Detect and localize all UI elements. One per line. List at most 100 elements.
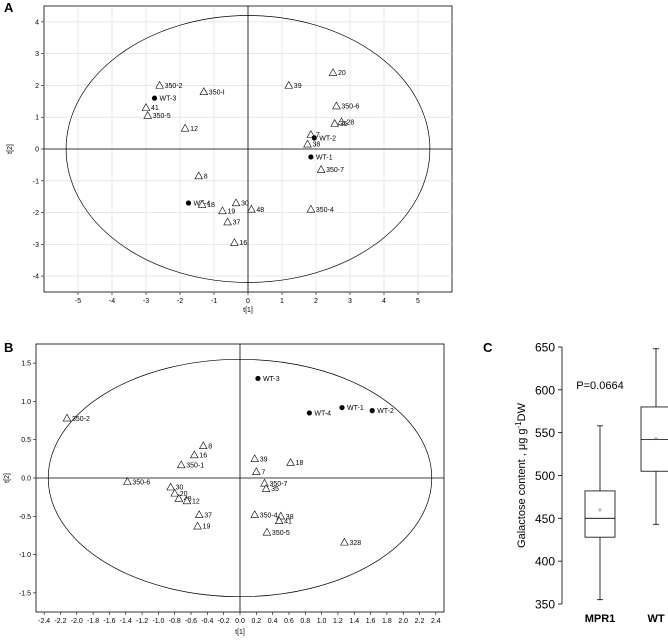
mutant-sample-triangle xyxy=(123,477,132,485)
point-label: WT-3 xyxy=(160,96,177,103)
point-label: 28 xyxy=(347,119,355,126)
point-label: 20 xyxy=(180,491,188,498)
y-tick-label: 4 xyxy=(35,19,39,26)
point-label: 19 xyxy=(228,208,236,215)
y-tick-label: 2 xyxy=(35,83,39,90)
point-label: 39 xyxy=(294,83,302,90)
mutant-sample-triangle xyxy=(176,460,186,469)
x-tick-label: 2.2 xyxy=(415,618,425,625)
mutant-sample-triangle xyxy=(247,204,256,213)
point-label: 39 xyxy=(260,456,268,463)
mutant-sample-triangle xyxy=(170,488,180,497)
mutant-sample-triangle xyxy=(303,139,312,148)
y-tick-label: -1 xyxy=(33,178,39,185)
x-tick-label: 4 xyxy=(382,298,386,305)
mutant-sample-triangle xyxy=(316,165,326,173)
point-label: 38 xyxy=(286,514,294,521)
wt-sample-dot xyxy=(369,408,375,414)
x-tick-label: 3 xyxy=(348,298,352,305)
mutant-sample-triangle xyxy=(182,496,192,505)
iqr-box xyxy=(584,490,616,538)
point-label: WT-3 xyxy=(263,376,280,383)
y-tick-label: 3 xyxy=(35,51,39,58)
panel-b-letter: B xyxy=(4,340,13,355)
point-label: 18 xyxy=(296,460,304,467)
y-tick-label: -0.5 xyxy=(19,514,31,521)
mutant-sample-triangle xyxy=(218,206,227,215)
x-tick-label: -0.8 xyxy=(169,618,181,625)
mutant-sample-triangle xyxy=(194,171,204,180)
y-tick-label: 550 xyxy=(535,426,555,440)
y-tick-label: -1.5 xyxy=(19,590,31,597)
x-tick-label: -2.2 xyxy=(54,618,66,625)
x-tick-label: 5 xyxy=(416,298,420,305)
x-tick-label: 1 xyxy=(280,298,284,305)
mutant-sample-triangle xyxy=(260,478,269,487)
point-label: 12 xyxy=(190,126,198,133)
x-tick-label: -3 xyxy=(143,298,149,305)
point-label: 350-I xyxy=(209,89,225,96)
x-tick-label: -1.4 xyxy=(120,618,132,625)
point-label: 350-4 xyxy=(316,207,334,214)
mutant-sample-triangle xyxy=(261,484,271,492)
y-tick-label: 0.5 xyxy=(21,437,31,444)
x-tick-label: -4 xyxy=(109,298,115,305)
panel-a-score-plot: -5 -4 -3 -2 -1 0 1 2 3 4 543210-1-2-3-4t[1]t[2]350… xyxy=(7,5,453,314)
x-tick-label: -2.0 xyxy=(71,618,83,625)
x-tick-label: -1.0 xyxy=(152,618,164,625)
x-tick-label: -1 xyxy=(211,298,217,305)
y-tick-label: 600 xyxy=(535,383,555,397)
x-tick-label: -5 xyxy=(75,298,81,305)
wt-sample-dot xyxy=(255,375,261,382)
point-label: 30 xyxy=(241,201,249,208)
mutant-sample-triangle xyxy=(193,521,202,530)
group-label: MPR1 xyxy=(585,613,616,625)
mutant-sample-triangle xyxy=(230,238,239,246)
point-label: 350-7 xyxy=(326,167,344,174)
point-label: WT-2 xyxy=(319,135,336,142)
mutant-sample-triangle xyxy=(274,516,284,524)
y-tick-label: 500 xyxy=(535,469,555,483)
mutant-sample-triangle xyxy=(141,103,151,111)
y-tick-label: 1 xyxy=(35,115,39,122)
point-label: 18 xyxy=(207,202,215,209)
point-label: 350-6 xyxy=(341,104,359,111)
panel-b-score-plot: -2.4 -2.2 -2.0 -1.8 -1.6 -1.4 -1.2 -1.0 -0.8 -0.6… xyxy=(4,343,445,636)
mutant-sample-triangle xyxy=(252,467,261,475)
point-label: 7 xyxy=(261,469,265,476)
point-label: 16 xyxy=(199,453,207,460)
y-tick-label: 400 xyxy=(535,555,555,569)
y-axis-title-superscript: -1 xyxy=(514,421,523,429)
point-label: 350-7 xyxy=(269,481,287,488)
point-label: 12 xyxy=(192,498,200,505)
x-tick-label: 0.4 xyxy=(268,618,278,625)
wt-sample-dot xyxy=(151,95,158,101)
x-tick-label: 1.2 xyxy=(333,618,343,625)
x-tick-label: 1.0 xyxy=(317,618,327,625)
mean-marker: + xyxy=(654,434,659,443)
mutant-sample-triangle xyxy=(332,101,341,110)
mutant-sample-triangle xyxy=(155,80,164,89)
x-tick-label: -0.2 xyxy=(218,618,230,625)
point-label: 350-2 xyxy=(165,83,183,90)
y-axis-title: Galactose content , μg g-1DW xyxy=(514,402,528,548)
group-label: WT xyxy=(647,613,664,625)
wt-sample-dot xyxy=(308,154,314,160)
wt-sample-dot xyxy=(185,200,192,206)
mutant-sample-triangle xyxy=(330,118,340,127)
point-label: 7 xyxy=(316,132,320,139)
x-tick-label: 0.6 xyxy=(284,618,294,625)
y-tick-label: -3 xyxy=(33,242,39,249)
x-tick-label: 2.4 xyxy=(431,618,441,625)
point-label: 350-6 xyxy=(132,479,150,486)
p-value-annotation: P=0.0664 xyxy=(576,380,623,392)
x-tick-label: 1.4 xyxy=(349,618,359,625)
point-label: 48 xyxy=(256,207,264,214)
mutant-sample-triangle xyxy=(306,204,316,213)
y-tick-label: 450 xyxy=(535,512,555,526)
y-axis-title-unit: DW xyxy=(516,402,528,421)
x-tick-label: 1.8 xyxy=(382,618,392,625)
x-tick-label: 1.6 xyxy=(366,618,376,625)
panel-c-boxplot: 350 400 450 500 550 600 650 Galactose content ,… xyxy=(514,341,668,625)
